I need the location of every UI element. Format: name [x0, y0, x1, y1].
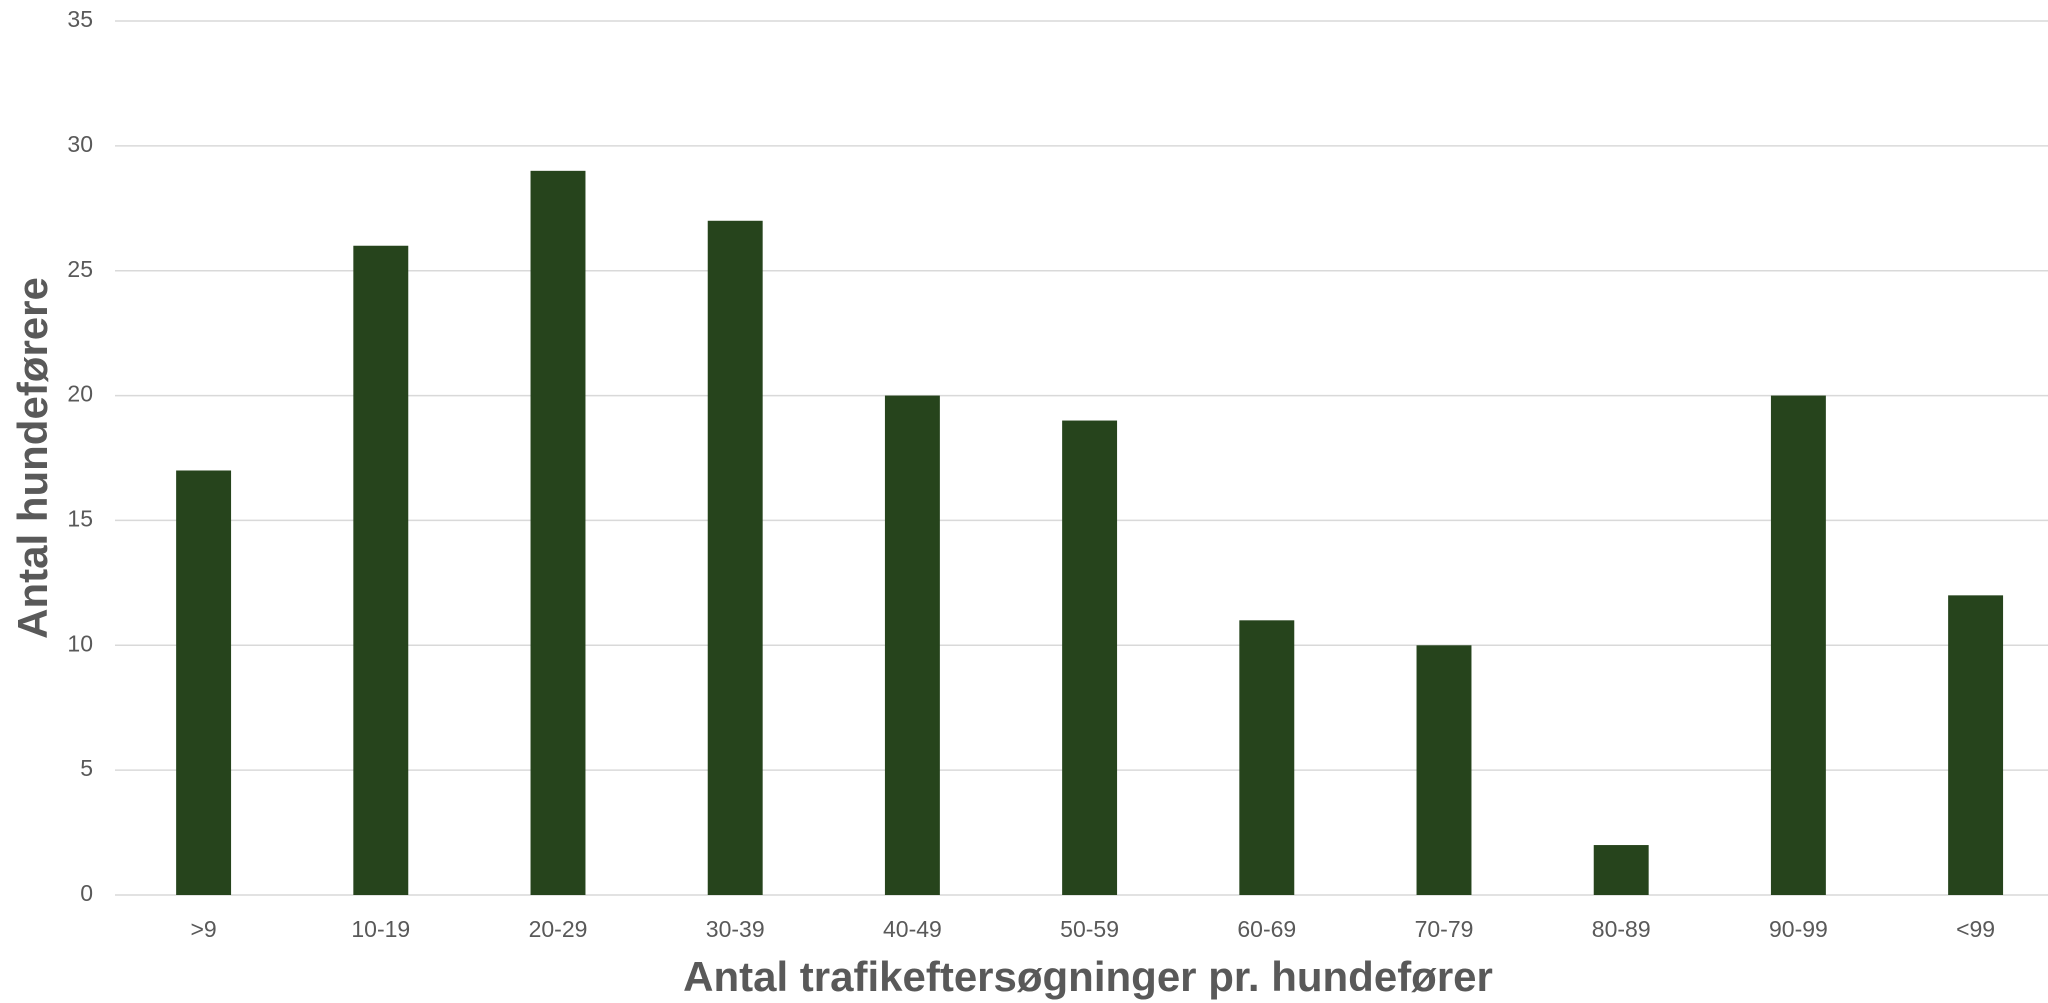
bar [707, 220, 763, 895]
y-tick-label: 10 [67, 630, 93, 656]
y-tick-label: 35 [67, 6, 93, 32]
bar [530, 170, 586, 896]
bar [353, 245, 409, 895]
bar [1416, 645, 1472, 895]
x-axis-title: Antal trafikeftersøgninger pr. hundeføre… [683, 953, 1493, 1000]
y-tick-label: 5 [80, 755, 93, 781]
bar [1593, 845, 1649, 895]
x-tick-label: 20-29 [529, 916, 588, 942]
x-tick-label: >9 [190, 916, 216, 942]
x-tick-label: 80-89 [1592, 916, 1651, 942]
x-tick-label: 50-59 [1060, 916, 1119, 942]
x-tick-label: <99 [1956, 916, 1995, 942]
bar [1062, 420, 1118, 895]
bar [176, 470, 232, 895]
x-tick-label: 60-69 [1237, 916, 1296, 942]
bar [1948, 595, 2004, 895]
y-tick-label: 15 [67, 506, 93, 532]
y-tick-label: 30 [67, 131, 93, 157]
x-tick-label: 40-49 [883, 916, 942, 942]
bar [1770, 395, 1826, 895]
x-tick-label: 70-79 [1415, 916, 1474, 942]
y-tick-label: 25 [67, 256, 93, 282]
y-tick-label: 20 [67, 381, 93, 407]
x-tick-label: 10-19 [351, 916, 410, 942]
x-tick-label: 30-39 [706, 916, 765, 942]
bar [1239, 620, 1295, 895]
y-tick-label: 0 [80, 880, 93, 906]
bar [884, 395, 940, 895]
x-tick-label: 90-99 [1769, 916, 1828, 942]
y-axis-title: Antal hundeførere [9, 277, 56, 639]
